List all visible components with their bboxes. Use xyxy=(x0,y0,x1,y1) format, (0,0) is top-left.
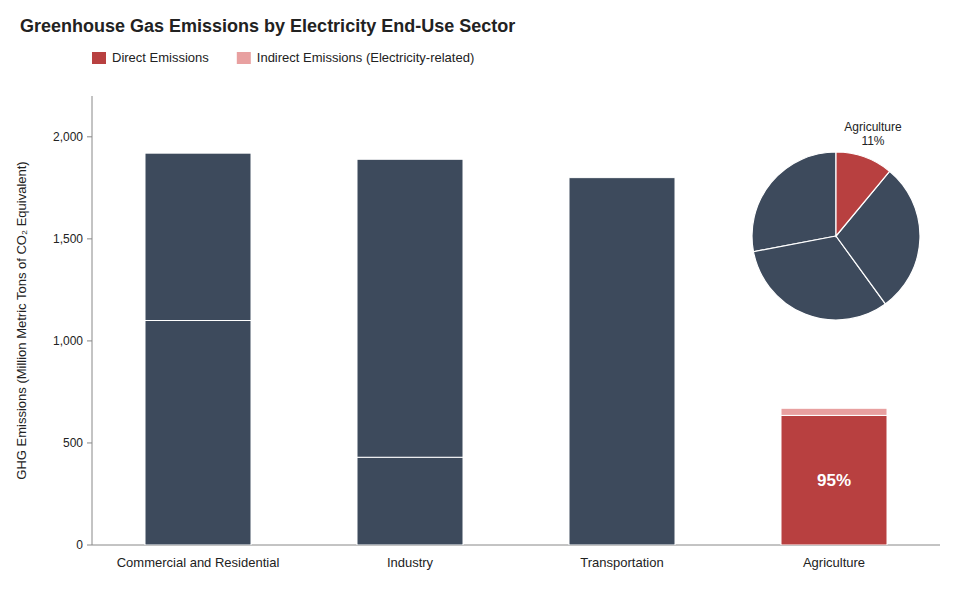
y-tick xyxy=(87,136,92,137)
x-tick-label: Agriculture xyxy=(803,555,865,570)
bar-segment xyxy=(781,415,887,545)
legend-swatch xyxy=(237,52,251,64)
pie xyxy=(752,152,920,320)
bar-segment xyxy=(145,321,251,546)
y-tick-label: 1,500 xyxy=(53,232,83,246)
y-axis-line xyxy=(92,96,93,545)
y-tick xyxy=(87,238,92,239)
x-tick-label: Commercial and Residential xyxy=(117,555,280,570)
pie-value-label: 11% xyxy=(861,134,884,148)
y-tick-label: 1,000 xyxy=(53,334,83,348)
bar-segment xyxy=(781,408,887,415)
y-tick-label: 500 xyxy=(63,436,83,450)
legend-swatch xyxy=(92,52,106,64)
x-tick-label: Transportation xyxy=(580,555,663,570)
pie-slice xyxy=(752,152,836,252)
chart-title: Greenhouse Gas Emissions by Electricity … xyxy=(20,16,515,36)
annotation: 95% xyxy=(817,471,851,490)
y-tick xyxy=(87,340,92,341)
bar-segment xyxy=(357,159,463,457)
legend: Direct Emissions Indirect Emissions (Elec… xyxy=(92,50,474,65)
pie-slice xyxy=(836,152,890,236)
chart-container: Greenhouse Gas Emissions by Electricity … xyxy=(0,0,960,611)
y-axis: 0 500 1,000 1,500 2,000 xyxy=(53,96,92,552)
pie-label: Agriculture xyxy=(844,120,902,134)
y-tick xyxy=(87,442,92,443)
legend-label: Direct Emissions xyxy=(112,50,209,65)
y-axis-label: GHG Emissions (Million Metric Tons of CO… xyxy=(14,161,29,479)
y-tick-label: 2,000 xyxy=(53,130,83,144)
legend-label: Indirect Emissions (Electricity-related) xyxy=(257,50,474,65)
x-tick-label: Industry xyxy=(387,555,434,570)
bar-segment xyxy=(569,178,675,545)
chart-svg: Greenhouse Gas Emissions by Electricity … xyxy=(0,0,960,611)
y-tick xyxy=(87,545,92,546)
bar-segment xyxy=(569,177,675,178)
bar-segment xyxy=(145,153,251,320)
bar-segment xyxy=(357,457,463,545)
y-tick-label: 0 xyxy=(76,538,83,552)
